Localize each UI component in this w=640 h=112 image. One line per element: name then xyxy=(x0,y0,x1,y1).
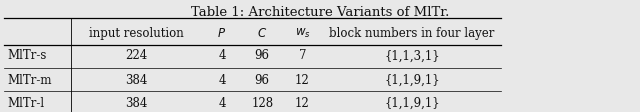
Text: $C$: $C$ xyxy=(257,27,268,40)
Text: {1,1,9,1}: {1,1,9,1} xyxy=(384,73,440,86)
Text: 384: 384 xyxy=(125,73,148,86)
Text: {1,1,9,1}: {1,1,9,1} xyxy=(384,97,440,110)
Text: 384: 384 xyxy=(125,97,148,110)
Text: 224: 224 xyxy=(125,49,148,62)
Text: MlTr-m: MlTr-m xyxy=(8,73,52,86)
Text: $w_s$: $w_s$ xyxy=(294,27,310,40)
Text: 4: 4 xyxy=(218,49,226,62)
Text: 96: 96 xyxy=(255,49,269,62)
Text: input resolution: input resolution xyxy=(89,27,184,40)
Text: $P$: $P$ xyxy=(218,27,227,40)
Text: 4: 4 xyxy=(218,97,226,110)
Text: MlTr-s: MlTr-s xyxy=(8,49,47,62)
Text: Table 1: Architecture Variants of MlTr.: Table 1: Architecture Variants of MlTr. xyxy=(191,6,449,19)
Text: 7: 7 xyxy=(299,49,306,62)
Text: 128: 128 xyxy=(251,97,273,110)
Text: 12: 12 xyxy=(295,73,310,86)
Text: 4: 4 xyxy=(218,73,226,86)
Text: MlTr-l: MlTr-l xyxy=(8,97,45,110)
Text: {1,1,3,1}: {1,1,3,1} xyxy=(384,49,440,62)
Text: 12: 12 xyxy=(295,97,310,110)
Text: block numbers in four layer: block numbers in four layer xyxy=(329,27,495,40)
Text: 96: 96 xyxy=(255,73,269,86)
